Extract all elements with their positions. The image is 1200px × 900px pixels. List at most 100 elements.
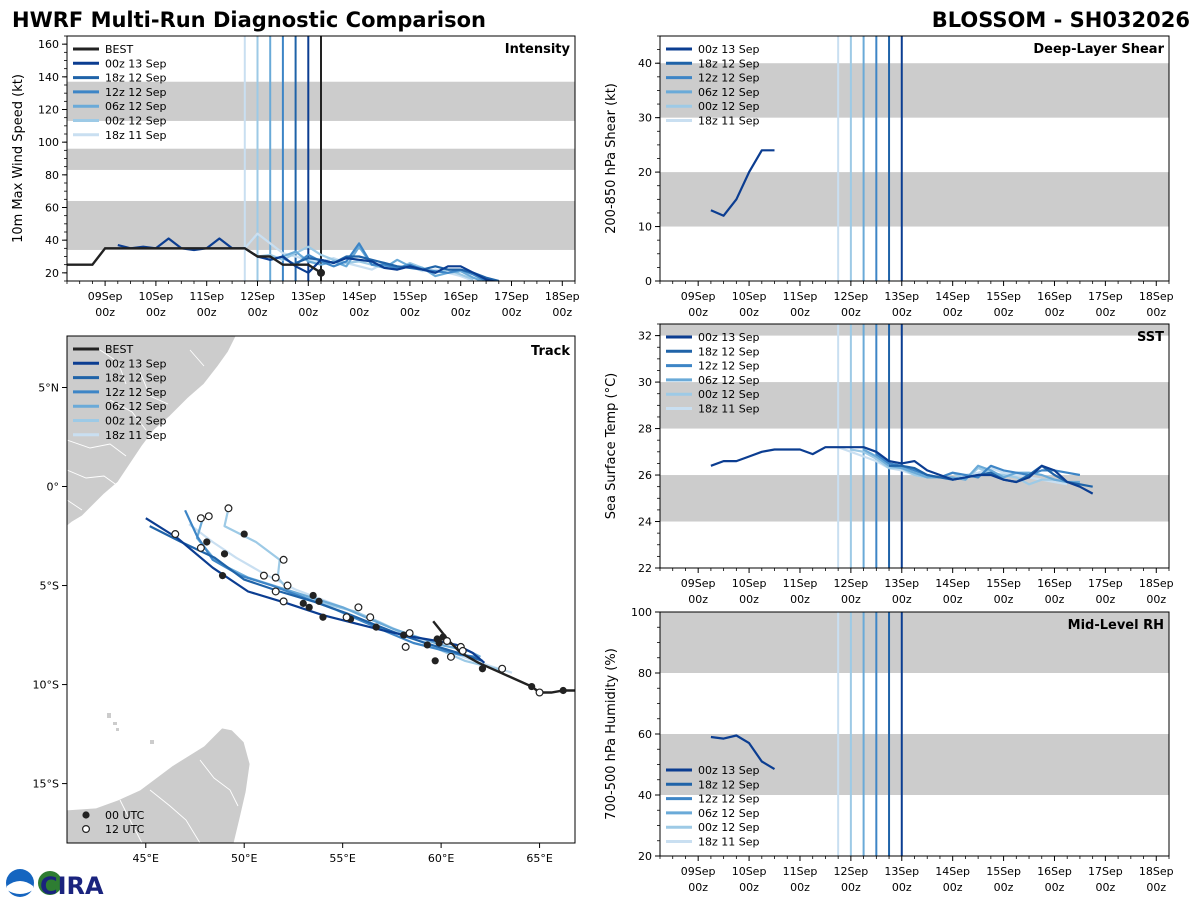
x-tick-label: 65°E [526,852,552,865]
marker-00utc [431,657,439,665]
legend-label: 00z 12 Sep [698,100,760,113]
legend-label: 18z 12 Sep [698,57,760,70]
series-line-18z-12-sep [889,464,1093,488]
x-tick-hour: 00z [790,593,810,606]
x-tick-day: 14Sep [935,290,970,303]
x-tick-hour: 00z [892,881,912,894]
x-tick-hour: 00z [1095,593,1115,606]
x-tick-hour: 00z [688,306,708,319]
madagascar-land [67,727,251,843]
legend-label: 00z 12 Sep [698,388,760,401]
legend-label: 18z 11 Sep [698,115,760,128]
x-tick-day: 17Sep [1088,290,1123,303]
x-tick-hour: 00z [1045,593,1065,606]
legend-label: 00z 13 Sep [105,57,167,70]
legend-label: 18z 12 Sep [698,345,760,358]
y-tick-label: 60 [45,202,59,215]
y-tick-label: 20 [638,166,652,179]
x-tick-day: 11Sep [783,577,818,590]
x-tick-day: 15Sep [986,577,1021,590]
noaa-wave-icon [7,881,33,894]
x-tick-day: 12Sep [240,290,275,303]
figure-title-right: BLOSSOM - SH032026 [932,8,1190,32]
marker-12utc [366,613,375,622]
x-tick-day: 15Sep [393,290,428,303]
x-tick-hour: 00z [943,881,963,894]
x-tick-day: 10Sep [139,290,174,303]
best-current-marker [317,268,325,277]
marker-00utc [423,641,431,649]
track-line-00z-13-sep [145,517,486,664]
marker-00utc [309,591,317,600]
marker-00utc [218,572,227,580]
legend-label: 12z 12 Sep [105,386,167,399]
legend-label: 00z 13 Sep [698,331,760,344]
y-tick-label: 5°S [40,580,59,593]
axes-frame [66,335,576,844]
marker-00utc [400,631,408,639]
x-tick-day: 13Sep [291,290,326,303]
panel-intensity: 20 40 60 80 100 120 140 160 09Sep 00z 10Sep 00z 11Se… [11,35,580,319]
marker-12utc [204,512,213,521]
x-tick-day: 12Sep [834,290,869,303]
y-tick-label: 140 [38,71,59,84]
legend-label: 00z 12 Sep [698,821,760,834]
x-tick-hour: 00z [892,593,912,606]
x-tick-day: 17Sep [1088,865,1123,878]
legend-label: 18z 11 Sep [698,836,760,849]
y-tick-label: 100 [631,606,652,619]
series-line-18z-11-sep [243,232,474,281]
legend-label: 18z 11 Sep [105,129,167,142]
x-tick-hour: 00z [994,306,1014,319]
marker-12utc [458,646,467,655]
marker-12utc [401,642,410,651]
x-tick-day: 16Sep [443,290,478,303]
x-tick-hour: 00z [943,306,963,319]
marker-12utc [443,636,452,645]
marker-legend-label: 12 UTC [105,823,145,836]
marker-legend-label: 00 UTC [105,809,145,822]
x-tick-day: 14Sep [935,865,970,878]
marker-12utc [354,603,363,612]
series-line-00z-12-sep [850,448,1068,486]
x-tick-day: 12Sep [834,577,869,590]
x-tick-day: 18Sep [545,290,580,303]
cira-logo-text: CIRA [40,872,104,900]
x-tick-hour: 00z [248,306,268,319]
y-tick-label: 0 [645,275,652,288]
y-tick-label: 40 [45,234,59,247]
marker-00utc [528,682,536,691]
madagascar-borders [119,759,239,843]
marker-12utc [196,543,205,552]
figure-title-left: HWRF Multi-Run Diagnostic Comparison [12,8,486,32]
marker-12utc [196,514,205,523]
best-track-path [432,620,575,694]
x-tick-hour: 00z [146,306,166,319]
threshold-band [660,475,1169,522]
legend-label: 06z 12 Sep [698,807,760,820]
threshold-band [660,612,1169,673]
series-group [710,446,1094,495]
legend-label: 00z 12 Sep [105,415,167,428]
y-tick-label: 26 [638,469,652,482]
y-tick-label: 160 [38,38,59,51]
x-tick-hour: 00z [552,306,572,319]
x-tick-hour: 00z [1146,881,1166,894]
y-tick-label: 24 [638,516,652,529]
marker-12utc [259,571,268,580]
panel-title: Intensity [505,42,571,57]
marker-12utc [405,629,414,638]
series-line-00z-13-sep [710,446,1094,495]
y-axis-label: Sea Surface Temp (°C) [604,373,619,520]
marker-12utc [271,573,280,582]
x-tick-day: 12Sep [834,865,869,878]
x-tick-day: 10Sep [732,290,767,303]
legend-label: 06z 12 Sep [105,400,167,413]
series-group [67,232,500,281]
y-axis-label: 200-850 hPa Shear (kt) [604,83,619,234]
y-tick-label: 22 [638,562,652,575]
legend-label: 00z 13 Sep [698,43,760,56]
legend-label: 06z 12 Sep [698,374,760,387]
x-tick-hour: 00z [1045,881,1065,894]
y-tick-label: 5°N [38,381,59,394]
